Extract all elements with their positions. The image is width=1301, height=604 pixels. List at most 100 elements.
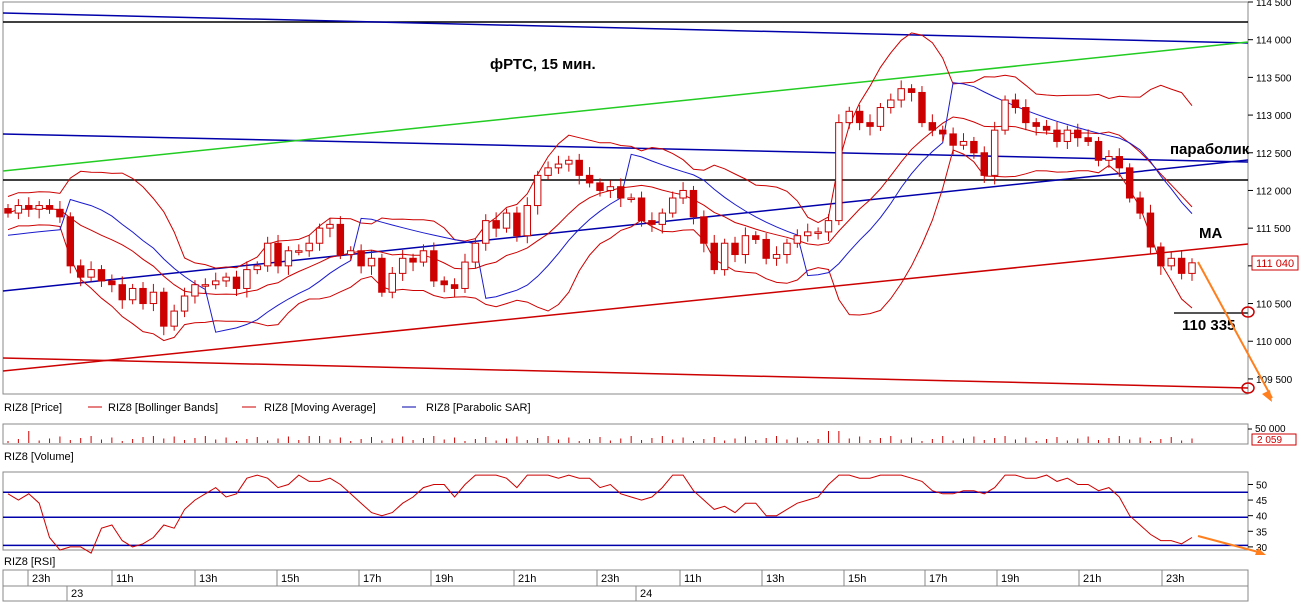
- candle-body: [14, 205, 23, 214]
- candle-body: [824, 220, 833, 233]
- candle-body: [274, 242, 282, 267]
- candle-body: [284, 250, 293, 267]
- time-hour-label: 19h: [435, 573, 453, 585]
- time-axis: 23h 11h 13h 15h 17h 19h 21h 23h 11h 13h 15h 17h 19h 2…: [2, 569, 1249, 602]
- candle-body: [1001, 99, 1009, 131]
- candle-body: [87, 269, 95, 278]
- price-y-tick-label: 109 500: [1256, 375, 1293, 386]
- rsi-y-axis: 50 45 40 35 30: [1248, 480, 1268, 554]
- trend-line-red-lower: [2, 357, 1249, 389]
- candle-body: [191, 284, 199, 297]
- candle-body: [222, 276, 230, 282]
- candle-body: [1105, 156, 1113, 161]
- candle-body: [544, 167, 552, 176]
- candle-body: [1032, 122, 1040, 127]
- target-marker-lower: [1241, 382, 1255, 394]
- candle-body: [243, 269, 251, 289]
- candle-body: [814, 231, 822, 234]
- price-plot-frame: [2, 1, 1249, 395]
- price-y-tick-label: 111 500: [1256, 224, 1291, 235]
- candle-body: [741, 235, 750, 256]
- candle-body: [76, 265, 85, 278]
- candle-body: [4, 208, 12, 214]
- time-hour-label: 15h: [281, 573, 299, 585]
- trend-line-blue-lower: [2, 159, 1249, 292]
- candle-body: [357, 250, 365, 267]
- rsi-y-tick-label: 35: [1256, 527, 1268, 538]
- time-hour-label: 23h: [1166, 573, 1184, 585]
- candle-body: [97, 269, 106, 282]
- rsi-panel: 50 45 40 35 30 RIZ8 [RSI]: [2, 471, 1268, 568]
- trend-line-red-support: [2, 243, 1249, 372]
- candle-body: [440, 280, 448, 286]
- time-hour-label: 17h: [363, 573, 381, 585]
- time-hour-label: 13h: [766, 573, 784, 585]
- candle-body: [565, 159, 573, 165]
- candle-body: [347, 250, 355, 256]
- time-hour-label: 15h: [848, 573, 866, 585]
- candle-body: [939, 129, 947, 135]
- candle-body: [783, 242, 791, 256]
- candle-body: [430, 250, 438, 282]
- candle-body: [482, 220, 490, 244]
- candle-body: [523, 205, 532, 237]
- candle-body: [336, 223, 345, 256]
- candle-body: [918, 91, 926, 124]
- trend-line-green: [2, 41, 1249, 172]
- price-y-tick-label: 112 500: [1256, 149, 1292, 160]
- legend-sar: RIZ8 [Parabolic SAR]: [426, 402, 531, 414]
- time-hour-label: 13h: [199, 573, 217, 585]
- candle-body: [648, 220, 656, 225]
- legend-bollinger: RIZ8 [Bollinger Bands]: [108, 402, 218, 414]
- rsi-line: [7, 474, 1193, 554]
- candle-body: [108, 280, 116, 286]
- candle-body: [315, 227, 324, 244]
- candle-body: [1053, 129, 1061, 142]
- volume-label: RIZ8 [Volume]: [4, 451, 74, 463]
- candle-body: [731, 242, 739, 256]
- price-y-tick-label: 114 000: [1256, 36, 1292, 47]
- candle-body: [876, 107, 885, 127]
- candle-body: [388, 272, 397, 293]
- time-hour-labels: 23h 11h 13h 15h 17h 19h 21h 23h 11h 13h 15h 17h 19h 2…: [27, 570, 1184, 586]
- candle-body: [471, 242, 480, 263]
- candle-body: [139, 287, 147, 305]
- legend-ma: RIZ8 [Moving Average]: [264, 402, 376, 414]
- volume-plot-frame: [2, 423, 1249, 445]
- candle-body: [959, 140, 968, 146]
- candle-body: [554, 163, 563, 169]
- rsi-series-line: [7, 474, 1193, 554]
- candle-body: [450, 284, 459, 289]
- candle-body: [887, 99, 895, 109]
- price-panel: 114 500 114 000 113 500 113 000 112 500 112 0…: [2, 0, 1299, 402]
- time-hour-label: 17h: [929, 573, 947, 585]
- candle-body: [66, 216, 75, 267]
- chart-title: фРТС, 15 мин.: [490, 56, 596, 73]
- candle-body: [211, 280, 220, 286]
- ma-annotation: MA: [1199, 225, 1222, 242]
- candle-body: [502, 212, 511, 229]
- candle-body: [1094, 140, 1103, 161]
- candle-body: [378, 257, 386, 293]
- candle-body: [326, 223, 334, 229]
- price-candles: [4, 80, 1196, 336]
- candle-body: [56, 208, 64, 218]
- candle-body: [419, 250, 428, 263]
- time-hour-label: 11h: [684, 573, 702, 585]
- price-y-tick-label: 113 000: [1256, 111, 1292, 122]
- candle-body: [949, 133, 957, 146]
- target-marker-upper: [1241, 306, 1255, 318]
- candle-body: [617, 186, 625, 199]
- legend: RIZ8 [Price] RIZ8 [Bollinger Bands] RIZ8…: [4, 402, 531, 414]
- candle-body: [928, 122, 937, 131]
- candle-body: [970, 140, 978, 154]
- candle-body: [627, 197, 635, 200]
- candle-body: [990, 129, 999, 176]
- price-y-tick-label: 113 500: [1256, 73, 1292, 84]
- legend-price: RIZ8 [Price]: [4, 402, 62, 414]
- candle-body: [897, 88, 905, 101]
- target-price-label: 110 335: [1182, 317, 1235, 334]
- trend-line-blue-upper: [2, 12, 1249, 44]
- candle-body: [855, 110, 864, 124]
